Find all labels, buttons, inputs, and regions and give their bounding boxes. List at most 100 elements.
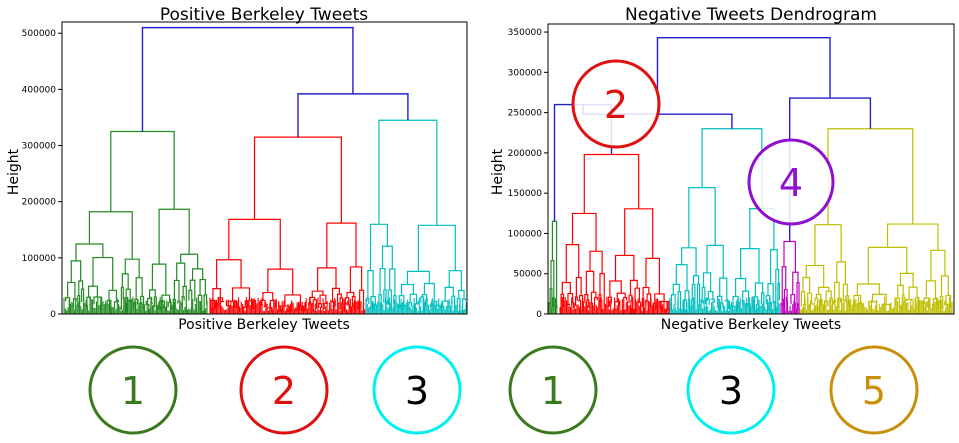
dendrogram-link <box>181 296 185 306</box>
dendrogram-link <box>331 287 341 302</box>
dendrogram-link <box>381 245 393 270</box>
cluster-circle-label: 2 <box>272 369 296 413</box>
dendrogram-link <box>895 297 900 314</box>
dendrogram-link <box>367 270 374 299</box>
dendrogram-link <box>710 298 715 303</box>
dendrogram-link <box>833 281 840 301</box>
dendrogram-link <box>783 288 788 314</box>
dendrogram-link <box>173 279 180 302</box>
dendrogram-link <box>740 248 760 283</box>
dendrogram-link <box>790 293 796 314</box>
chart-title: Positive Berkeley Tweets <box>160 5 368 25</box>
cluster-circle-label: 1 <box>121 369 145 413</box>
y-tick-label: 300000 <box>508 68 543 78</box>
dendrogram-link <box>755 299 760 314</box>
dendrogram-link <box>706 244 724 279</box>
dendrogram-link <box>231 287 251 302</box>
dendrogram-link <box>719 277 728 301</box>
dendrogram-link <box>389 268 396 296</box>
dendrogram-link <box>253 136 343 224</box>
dendrogram-link <box>818 286 830 295</box>
dendrogram-link <box>108 289 118 302</box>
cluster-circle <box>239 345 329 435</box>
cluster-circle <box>829 345 919 435</box>
cluster-circle-labels: 1 2 3 1 3 5 <box>88 345 919 435</box>
dendrogram-link <box>945 294 952 307</box>
dendrogram-link <box>565 244 580 283</box>
dendrogram-link <box>458 289 465 299</box>
dendrogram-link <box>906 298 913 302</box>
dendrogram-link <box>800 291 806 307</box>
dendrogram-link <box>549 288 553 308</box>
dendrogram-link <box>75 243 104 261</box>
dendrogram-link <box>672 283 680 295</box>
dendrogram-link <box>707 290 714 300</box>
dendrogram-link <box>593 296 598 311</box>
callout-circle <box>571 59 661 149</box>
dendrogram-link <box>583 153 640 214</box>
dendrogram-link <box>406 270 430 285</box>
dendrogram-link <box>623 296 628 314</box>
dendrogram-link <box>110 130 175 212</box>
dendrogram-link <box>366 297 370 305</box>
dendrogram-link <box>571 212 597 252</box>
dendrogram-link <box>121 273 129 290</box>
negative-dendrogram-chart: Negative Tweets Dendrogram 0 50000 100000 1… <box>490 5 955 333</box>
dendrogram-link <box>609 280 622 298</box>
dendrogram-link <box>125 288 131 302</box>
plot-frame <box>547 23 955 315</box>
dendrogram-link <box>182 285 187 314</box>
dendrogram-link <box>734 277 747 297</box>
dendrogram-link <box>614 254 635 282</box>
dendrogram-link <box>585 270 595 295</box>
dendrogram-link <box>836 261 846 285</box>
dendrogram-link <box>284 294 302 307</box>
y-tick-label: 500000 <box>22 29 57 39</box>
dendrogram-link <box>703 299 707 310</box>
dendrogram-links <box>548 36 953 314</box>
y-tick-label: 200000 <box>22 198 57 208</box>
y-axis-ticks: 0 100000 200000 300000 400000 500000 <box>22 29 62 320</box>
dendrogram-top-link <box>656 36 831 115</box>
dendrogram-link <box>827 128 914 225</box>
dendrogram-link <box>317 267 337 292</box>
dendrogram-link <box>180 253 199 269</box>
y-tick-label: 150000 <box>508 189 543 199</box>
dendrogram-link <box>940 275 949 297</box>
dendrogram-link <box>349 266 363 293</box>
dendrogram-link <box>616 292 626 302</box>
dendrogram-link <box>899 272 914 288</box>
y-axis-ticks: 0 50000 100000 150000 200000 250000 300000 3500… <box>508 28 548 320</box>
cluster-circle-label: 1 <box>541 369 565 413</box>
dendrogram-link <box>925 280 937 299</box>
dendrogram-link <box>754 282 764 297</box>
dendrogram-link <box>701 286 706 301</box>
y-tick-label: 400000 <box>22 85 57 95</box>
dendrogram-link <box>148 289 156 299</box>
dendrogram-link <box>135 277 143 300</box>
dendrogram-link <box>326 222 357 268</box>
y-tick-label: 0 <box>536 310 542 320</box>
callout-label: 4 <box>779 161 803 205</box>
dendrogram-link <box>67 281 76 299</box>
dendrogram-link <box>158 208 190 265</box>
cluster-circle <box>372 345 462 435</box>
dendrogram-link <box>802 276 811 294</box>
dendrogram-link <box>796 282 800 311</box>
dendrogram-link <box>400 283 414 296</box>
dendrogram-link <box>199 278 206 296</box>
dendrogram-link <box>212 288 221 301</box>
dendrogram-top-link <box>141 26 354 132</box>
positive-dendrogram-chart: Positive Berkeley Tweets 0 100000 200000 30… <box>6 5 468 333</box>
dendrogram-link <box>78 280 84 296</box>
callout-circle <box>747 138 835 226</box>
y-tick-label: 300000 <box>22 142 57 152</box>
y-tick-label: 200000 <box>508 149 543 159</box>
dendrogram-link <box>312 299 318 312</box>
cluster-circle-label: 3 <box>719 369 743 413</box>
dendrogram-link <box>584 294 589 304</box>
y-axis-label: Height <box>490 148 506 195</box>
dendrogram-link <box>629 279 638 296</box>
dendrogram-link <box>216 259 242 289</box>
